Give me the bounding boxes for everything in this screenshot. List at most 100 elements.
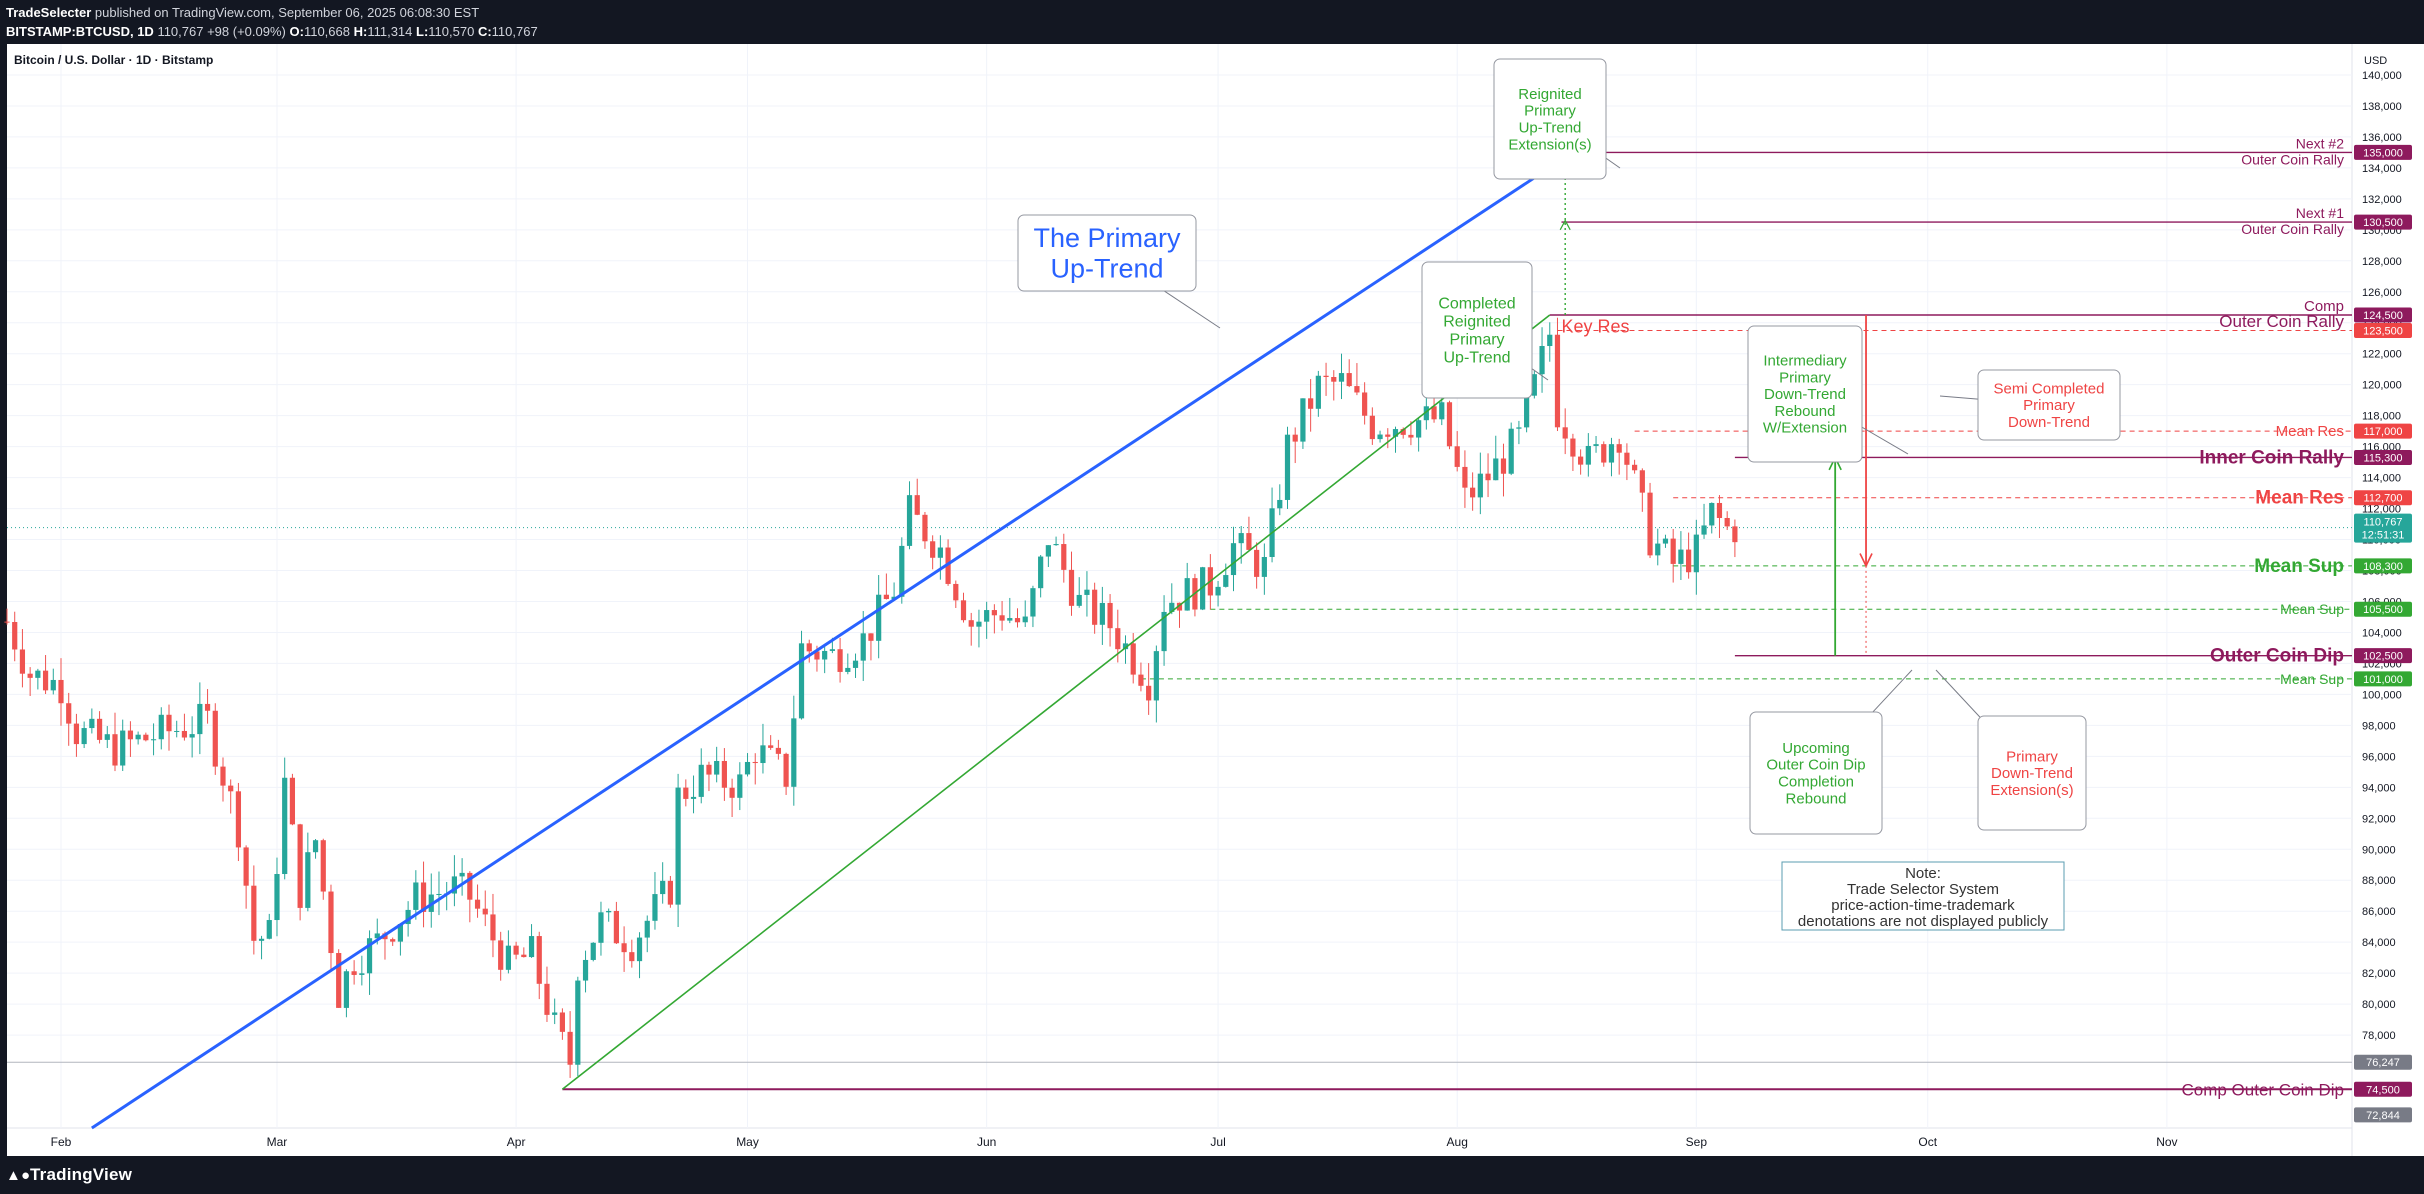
candle-body: [1616, 444, 1622, 453]
candle-body: [652, 894, 658, 921]
candle-body: [1416, 420, 1422, 438]
candle-body: [536, 936, 542, 984]
level-label-next1: Outer Coin Rally: [2241, 221, 2344, 237]
candle-body: [505, 945, 511, 970]
level-label-cocd: Comp Outer Coin Dip: [2181, 1080, 2344, 1099]
candle-body: [1624, 452, 1630, 465]
tradingview-logo[interactable]: ▲●TradingView: [6, 1165, 132, 1185]
candle-body: [876, 594, 882, 641]
candle-body: [729, 787, 735, 798]
price-tag-text: 115,300: [2364, 452, 2403, 464]
candle-body: [366, 938, 373, 974]
candle-body: [1068, 569, 1075, 606]
price-tag: [2354, 648, 2412, 664]
candle-body: [1485, 473, 1491, 481]
candle-body: [258, 938, 265, 941]
candle-body: [606, 910, 612, 913]
price-tag-text: 117,000: [2364, 426, 2403, 438]
price-tag-text: 123,500: [2363, 325, 2403, 337]
candle-body: [837, 649, 843, 672]
candle-body: [1385, 434, 1391, 437]
price-tag-text: 124,500: [2363, 310, 2403, 322]
candle-body: [1315, 375, 1321, 409]
candle-body: [1493, 458, 1499, 481]
callout-text: Completed: [1438, 296, 1515, 313]
candle-body: [613, 910, 619, 944]
btc-chart[interactable]: 78,000 80,000 82,000 84,000 86,000 88,000 90,0…: [0, 44, 2424, 1156]
callouts: The PrimaryUp-TrendCompletedReignitedPri…: [1017, 58, 2121, 931]
level-label-next2: Outer Coin Rally: [2241, 151, 2344, 167]
candle-body: [1284, 434, 1291, 500]
callout-text: Primary: [1779, 369, 1831, 386]
candle-body: [984, 610, 990, 622]
candle-body: [1107, 602, 1113, 629]
candle-body: [744, 761, 751, 775]
x-tick-label: Aug: [1447, 1135, 1468, 1149]
candle-body: [1200, 567, 1206, 610]
level-label-meansup3: Mean Sup: [2280, 671, 2344, 687]
x-tick-label: May: [736, 1135, 759, 1149]
note-line: price-action-time-trademark: [1831, 897, 2015, 914]
callout-text: Down-Trend: [1991, 765, 2073, 782]
candle-body: [166, 714, 172, 732]
price-tag: [2354, 322, 2412, 338]
candle-body: [228, 785, 234, 792]
callout-box: [1747, 325, 1863, 463]
price-tag: [2354, 671, 2412, 687]
candle-body: [999, 615, 1005, 621]
y-tick-label: 94,000: [2362, 782, 2396, 794]
candle-body: [436, 893, 442, 895]
candle-body: [1362, 392, 1368, 416]
author-name[interactable]: TradeSelecter: [6, 5, 92, 20]
price-tag: [2354, 423, 2412, 439]
callout-text: Primary: [2006, 748, 2058, 765]
candle-body: [1508, 428, 1514, 474]
y-tick-label: 138,000: [2362, 101, 2402, 113]
candle-body: [960, 600, 967, 621]
candle-body: [1277, 499, 1283, 509]
candle-body: [1038, 556, 1044, 589]
candle-body: [822, 650, 828, 660]
last-price: 110,767: [157, 24, 204, 39]
candle-body: [1701, 525, 1707, 535]
candle-body: [1014, 618, 1021, 623]
y-tick-label: 84,000: [2362, 937, 2396, 949]
callout-text: Down-Trend: [1764, 386, 1846, 403]
y-tick-label: 126,000: [2362, 287, 2402, 299]
candle-body: [1593, 444, 1599, 446]
candle-body: [1431, 406, 1437, 420]
callout-box: [1977, 369, 2121, 441]
candle-body: [1331, 376, 1337, 382]
y-tick-label: 122,000: [2362, 349, 2402, 361]
price-tag-text: 135,000: [2363, 147, 2403, 159]
candle-body: [212, 710, 218, 767]
callout-text: Primary: [1449, 331, 1504, 348]
currency-label[interactable]: USD: [2364, 55, 2387, 67]
candle-body: [968, 620, 974, 627]
candle-body: [1716, 502, 1723, 518]
candle-body: [1408, 434, 1414, 438]
callout-box: [1017, 214, 1197, 292]
price-change: +98 (+0.09%): [207, 24, 286, 39]
candle-body: [1246, 533, 1252, 550]
candle-body: [1346, 373, 1352, 387]
price-tag: [2354, 144, 2412, 160]
candle-body: [112, 734, 118, 766]
level-label-next1: Next #1: [2296, 205, 2344, 221]
open-label: O:: [289, 24, 304, 39]
candle-body: [1092, 589, 1098, 625]
x-tick-label: Feb: [51, 1135, 72, 1149]
y-tick-label: 128,000: [2362, 256, 2402, 268]
candle-body: [235, 791, 242, 848]
callout-text: Reignited: [1518, 86, 1581, 103]
candle-body: [953, 583, 959, 601]
candle-body: [397, 924, 404, 942]
y-tick-label: 140,000: [2362, 70, 2402, 82]
candle-body: [1670, 538, 1676, 564]
candle-body: [991, 610, 997, 616]
candle-body: [883, 594, 889, 600]
